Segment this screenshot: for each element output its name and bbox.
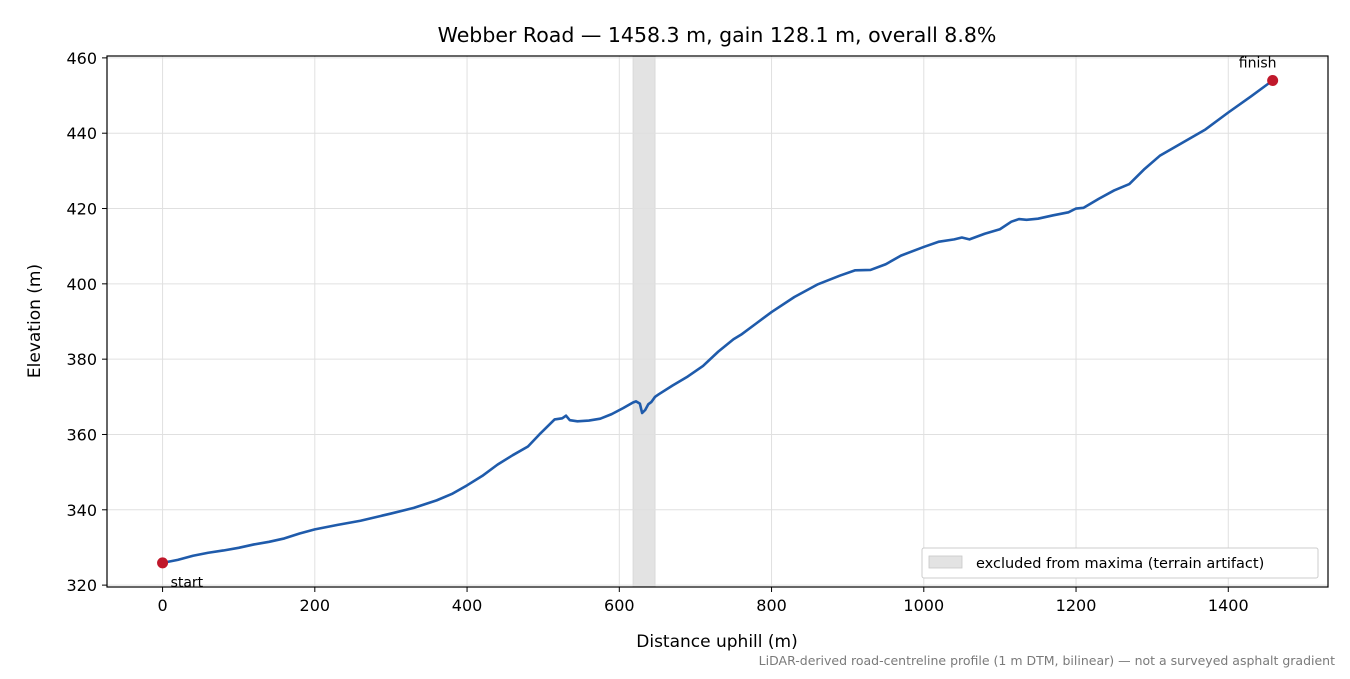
y-tick-label: 360 [66, 425, 97, 444]
y-axis-label: Elevation (m) [25, 264, 45, 378]
legend-swatch-excluded [928, 555, 963, 569]
finish-label: finish [1239, 55, 1277, 71]
start-marker [157, 557, 169, 569]
excluded-region-band [632, 55, 656, 588]
legend-label-excluded: excluded from maxima (terrain artifact) [976, 556, 1264, 572]
elevation-line [161, 79, 1274, 565]
finish-marker [1267, 74, 1279, 86]
x-tick-label: 200 [300, 596, 331, 615]
y-tick-label: 460 [66, 49, 97, 68]
legend-box [921, 547, 1319, 579]
y-tick-label: 400 [66, 275, 97, 294]
y-tick-label: 380 [66, 350, 97, 369]
x-tick-label: 1200 [1056, 596, 1097, 615]
y-tick-label: 320 [66, 576, 97, 595]
y-tick-label: 440 [66, 124, 97, 143]
chart-title: Webber Road — 1458.3 m, gain 128.1 m, ov… [438, 23, 997, 47]
x-tick-label: 400 [452, 596, 483, 615]
x-tick-label: 800 [756, 596, 787, 615]
x-tick-label: 600 [604, 596, 635, 615]
y-tick-label: 340 [66, 501, 97, 520]
y-tick-label: 420 [66, 200, 97, 219]
x-tick-label: 0 [157, 596, 167, 615]
x-axis-label: Distance uphill (m) [636, 632, 797, 652]
plot-frame [106, 55, 1329, 588]
footnote: LiDAR-derived road-centreline profile (1… [759, 653, 1335, 668]
x-tick-label: 1400 [1208, 596, 1249, 615]
x-tick-label: 1000 [903, 596, 944, 615]
start-label: start [171, 575, 204, 591]
